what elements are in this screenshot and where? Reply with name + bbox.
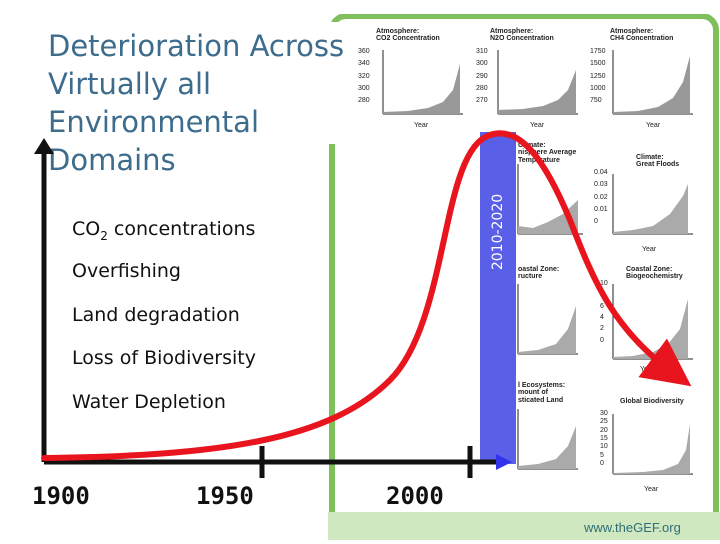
coastal-tick: 6	[600, 302, 604, 310]
n2o-tick: 300	[476, 60, 488, 68]
n2o-tick-labels: 310 300 290 280 270	[476, 48, 488, 105]
chart-floods	[612, 174, 693, 235]
slide-title-line-2: Virtually all	[48, 67, 212, 101]
biodiversity-x-label: Year	[644, 486, 659, 493]
coastal-biogeochemistry-title: Coastal Zone: Biogeochemistry	[626, 266, 683, 281]
bullet-water-depletion: Water Depletion	[72, 391, 226, 413]
coastal-tick: 0	[600, 336, 604, 344]
period-band	[480, 132, 516, 464]
biodiversity-tick: 10	[600, 443, 608, 451]
domesticated-land-title: l Ecosystems: mount of sticated Land	[518, 382, 566, 404]
coastal-structure-title: oastal Zone: ructure	[518, 266, 560, 281]
trend-curve	[41, 130, 692, 461]
bullet-co2-prefix: CO	[72, 218, 101, 240]
footer-url[interactable]: www.theGEF.org	[584, 520, 681, 535]
ch4-tick-labels: 1750 1500 1250 1000 750	[590, 48, 606, 105]
co2-panel-title: Atmosphere: CO2 Concentration	[376, 28, 440, 43]
slide-title-line-3: Environmental	[48, 105, 260, 139]
floods-tick: 0	[594, 218, 598, 226]
n2o-tick: 270	[476, 97, 488, 105]
n2o-tick: 290	[476, 72, 488, 80]
floods-tick: 0.01	[594, 206, 608, 214]
biodiversity-tick: 20	[600, 426, 608, 434]
chart-biodiversity	[612, 414, 693, 475]
co2-tick: 300	[358, 85, 370, 93]
ch4-tick: 1250	[590, 72, 606, 80]
ch4-panel-title: Atmosphere: CH4 Concentration	[610, 28, 674, 43]
slide-title-line-1: Deterioration Across	[48, 29, 345, 63]
chart-domesticated-land	[517, 409, 578, 470]
n2o-x-label: Year	[530, 122, 545, 129]
ch4-tick: 1000	[590, 85, 606, 93]
n2o-tick: 280	[476, 85, 488, 93]
title-backdrop	[40, 22, 340, 144]
n2o-tick: 310	[476, 48, 488, 55]
bullet-land-degradation: Land degradation	[72, 304, 240, 326]
biodiversity-tick: 25	[600, 418, 608, 426]
year-label-2000: 2000	[386, 482, 444, 510]
co2-tick: 360	[358, 48, 370, 55]
chart-co2	[382, 50, 463, 115]
chart-coastal-structure	[517, 284, 578, 355]
chart-temperature	[517, 164, 583, 235]
earth-system-panel: Atmosphere: CO2 Concentration 360 340 32…	[324, 13, 720, 542]
coastal-tick: 4	[600, 314, 604, 322]
y-axis-arrowhead	[34, 138, 54, 154]
chart-n2o	[497, 50, 578, 115]
ch4-tick: 750	[590, 97, 602, 105]
biodiversity-tick: 30	[600, 410, 608, 417]
bullet-co2-suffix: concentrations	[107, 218, 256, 240]
floods-tick: 0.04	[594, 169, 608, 176]
bullet-overfishing: Overfishing	[72, 260, 181, 282]
biodiversity-tick: 5	[600, 451, 604, 459]
slide-title-line-4: Domains	[48, 143, 176, 177]
bullet-co2: CO2 concentrations	[72, 220, 255, 242]
chart-ch4	[612, 50, 693, 115]
co2-tick-labels: 360 340 320 300 280	[358, 48, 370, 105]
biodiversity-panel-title: Global Biodiversity	[620, 398, 684, 405]
bullet-co2-subscript: 2	[100, 228, 108, 243]
n2o-panel-title: Atmosphere: N2O Concentration	[490, 28, 554, 43]
floods-tick-labels: 0.04 0.03 0.02 0.01 0	[594, 169, 608, 226]
biodiversity-tick-labels: 30 25 20 15 10 5 0	[600, 410, 608, 467]
co2-tick: 320	[358, 72, 370, 80]
floods-tick: 0.03	[594, 181, 608, 189]
year-label-1950: 1950	[196, 482, 254, 510]
biodiversity-tick: 0	[600, 460, 604, 468]
biodiversity-tick: 15	[600, 435, 608, 443]
panel-footer-band	[324, 512, 720, 542]
coastal-tick: 2	[600, 325, 604, 333]
bullet-loss-of-biodiversity: Loss of Biodiversity	[72, 347, 256, 369]
floods-tick: 0.02	[594, 193, 608, 201]
ch4-tick: 1750	[590, 48, 606, 55]
co2-x-label: Year	[414, 122, 429, 129]
ch4-tick: 1500	[590, 60, 606, 68]
co2-tick: 280	[358, 97, 370, 105]
floods-x-label: Year	[642, 246, 657, 253]
co2-tick: 340	[358, 60, 370, 68]
year-label-1900: 1900	[32, 482, 90, 510]
floods-panel-title: Climate: Great Floods	[636, 154, 680, 169]
ch4-x-label: Year	[646, 122, 661, 129]
coastal-tick: 10	[600, 280, 608, 287]
x-axis-arrowhead	[496, 454, 512, 470]
